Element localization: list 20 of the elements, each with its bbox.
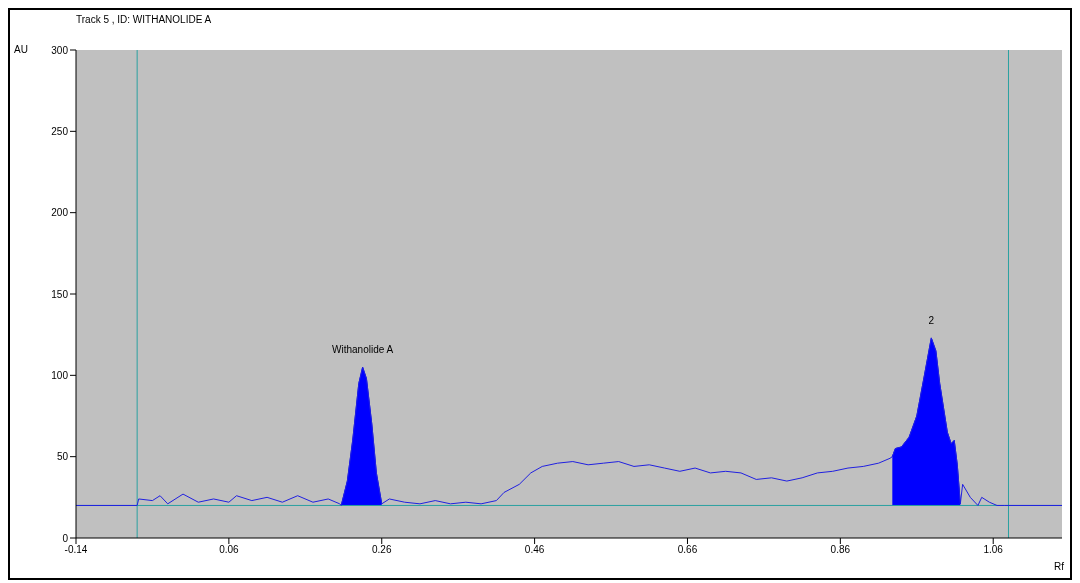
y-axis-title: AU xyxy=(14,44,28,56)
y-tick-label: 150 xyxy=(51,288,69,300)
x-tick-label: 1.06 xyxy=(983,544,1004,556)
y-tick-label: 0 xyxy=(62,532,69,544)
x-tick-label: 0.06 xyxy=(219,544,240,556)
x-tick-label: 0.46 xyxy=(524,544,545,556)
y-tick-label: 50 xyxy=(56,451,69,463)
chart-title: Track 5 , ID: WITHANOLIDE A xyxy=(75,13,213,27)
x-tick-label: 0.66 xyxy=(677,544,698,556)
x-tick-label: -0.14 xyxy=(64,544,88,556)
x-axis-title: Rf xyxy=(1054,561,1065,572)
annotation: Withanolide A xyxy=(332,344,394,356)
annotation: 2 xyxy=(928,314,935,326)
line-series xyxy=(76,337,1062,506)
y-tick-label: 100 xyxy=(51,369,69,381)
x-tick-label: 0.26 xyxy=(372,544,392,556)
y-tick-label: 300 xyxy=(51,44,69,56)
y-tick-label: 200 xyxy=(51,207,69,219)
y-tick-label: 250 xyxy=(51,125,69,137)
x-tick-label: 0.86 xyxy=(830,544,851,556)
